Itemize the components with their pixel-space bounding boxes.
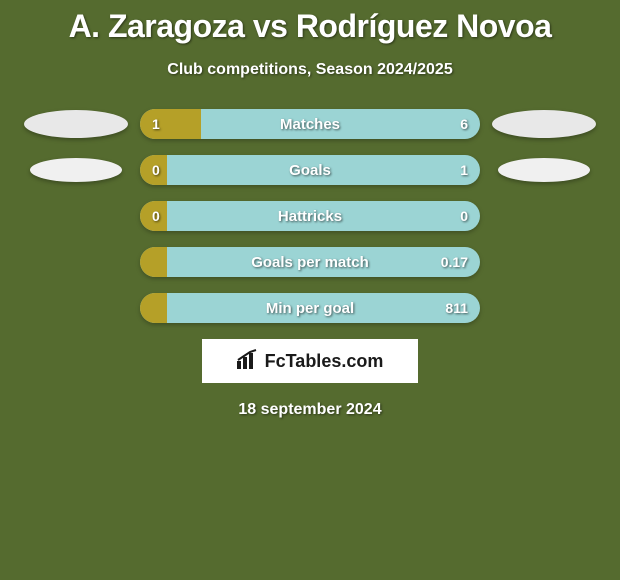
stat-row: Goals per match0.17 [0,247,620,277]
ellipse-icon [498,158,590,182]
stat-right-value: 811 [445,293,468,323]
player-right-shape [490,158,598,182]
stat-bar: 0Hattricks0 [140,201,480,231]
chart-icon [237,349,259,374]
stat-metric-label: Matches [140,109,480,139]
stat-row: Min per goal811 [0,293,620,323]
stat-bar: 0Goals1 [140,155,480,185]
brand-badge: FcTables.com [202,339,418,383]
player-left-shape [22,110,130,138]
stat-right-value: 0 [460,201,468,231]
stat-metric-label: Goals per match [140,247,480,277]
stat-row: 0Hattricks0 [0,201,620,231]
stat-bar: 1Matches6 [140,109,480,139]
page-title: A. Zaragoza vs Rodríguez Novoa [0,0,620,45]
stat-metric-label: Goals [140,155,480,185]
stat-bar: Min per goal811 [140,293,480,323]
subtitle: Club competitions, Season 2024/2025 [0,61,620,79]
date-text: 18 september 2024 [0,401,620,419]
stat-metric-label: Hattricks [140,201,480,231]
ellipse-icon [24,110,128,138]
stat-right-value: 0.17 [441,247,468,277]
ellipse-icon [30,158,122,182]
ellipse-icon [492,110,596,138]
player-right-shape [490,110,598,138]
player-left-shape [22,158,130,182]
comparison-chart: 1Matches60Goals10Hattricks0Goals per mat… [0,109,620,323]
stat-right-value: 6 [460,109,468,139]
stat-row: 0Goals1 [0,155,620,185]
stat-right-value: 1 [460,155,468,185]
stat-bar: Goals per match0.17 [140,247,480,277]
stat-metric-label: Min per goal [140,293,480,323]
stat-row: 1Matches6 [0,109,620,139]
brand-text: FcTables.com [265,351,384,372]
